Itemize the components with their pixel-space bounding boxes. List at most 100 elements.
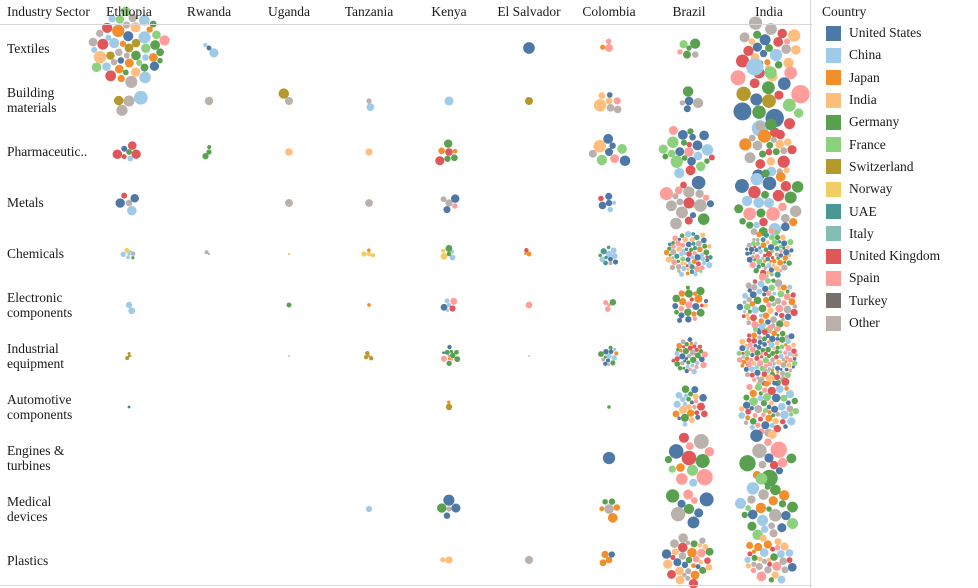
bubble-china[interactable] xyxy=(775,385,784,394)
bubble-china[interactable] xyxy=(734,497,746,509)
legend-item-united-kingdom[interactable]: United Kingdom xyxy=(822,245,972,267)
bubble-spain[interactable] xyxy=(659,187,673,201)
bubble-japan[interactable] xyxy=(770,368,775,372)
bubble-united-states[interactable] xyxy=(753,343,758,348)
bubble-china[interactable] xyxy=(366,103,375,111)
bubble-germany[interactable] xyxy=(671,240,675,245)
bubble-india[interactable] xyxy=(663,559,673,569)
bubble-united-states[interactable] xyxy=(749,251,753,255)
bubble-united-states[interactable] xyxy=(749,291,757,299)
bubble-other[interactable] xyxy=(689,349,696,356)
bubble-india[interactable] xyxy=(774,538,782,546)
bubble-other[interactable] xyxy=(693,434,709,449)
bubble-other[interactable] xyxy=(670,507,686,522)
bubble-united-kingdom[interactable] xyxy=(667,570,676,579)
bubble-germany[interactable] xyxy=(753,296,762,305)
bubble-other[interactable] xyxy=(780,147,788,155)
bubble-germany[interactable] xyxy=(603,355,607,359)
bubble-united-states[interactable] xyxy=(206,45,212,51)
bubble-germany[interactable] xyxy=(454,356,461,363)
bubble-germany[interactable] xyxy=(739,217,746,225)
bubble-united-states[interactable] xyxy=(778,253,784,258)
bubble-spain[interactable] xyxy=(693,399,699,404)
bubble-spain[interactable] xyxy=(607,303,611,307)
bubble-spain[interactable] xyxy=(767,361,773,367)
bubble-other[interactable] xyxy=(685,540,691,546)
bubble-india[interactable] xyxy=(788,253,792,258)
bubble-france[interactable] xyxy=(755,472,768,485)
bubble-germany[interactable] xyxy=(685,285,691,290)
bubble-china[interactable] xyxy=(688,261,692,266)
bubble-germany[interactable] xyxy=(202,153,209,160)
bubble-china[interactable] xyxy=(611,252,618,259)
bubble-france[interactable] xyxy=(755,241,761,246)
bubble-united-states[interactable] xyxy=(762,176,777,191)
bubble-spain[interactable] xyxy=(692,555,700,563)
bubble-spain[interactable] xyxy=(450,297,458,305)
bubble-other[interactable] xyxy=(122,21,131,29)
bubble-other[interactable] xyxy=(670,249,677,255)
bubble-united-states[interactable] xyxy=(684,96,694,106)
bubble-other[interactable] xyxy=(123,95,135,107)
bubble-united-kingdom[interactable] xyxy=(774,354,779,360)
bubble-india[interactable] xyxy=(665,256,672,263)
bubble-spain[interactable] xyxy=(613,97,621,105)
bubble-germany[interactable] xyxy=(768,295,776,302)
bubble-spain[interactable] xyxy=(761,412,766,417)
bubble-china[interactable] xyxy=(683,393,689,398)
bubble-germany[interactable] xyxy=(131,50,141,61)
bubble-france[interactable] xyxy=(743,303,751,311)
bubble-spain[interactable] xyxy=(758,273,767,281)
bubble-germany[interactable] xyxy=(681,155,688,161)
bubble-germany[interactable] xyxy=(771,278,776,283)
bubble-spain[interactable] xyxy=(674,186,683,195)
bubble-china[interactable] xyxy=(760,525,769,533)
bubble-china[interactable] xyxy=(102,62,111,71)
bubble-united-kingdom[interactable] xyxy=(747,551,753,557)
bubble-other[interactable] xyxy=(686,353,692,359)
bubble-japan[interactable] xyxy=(756,231,762,238)
bubble-germany[interactable] xyxy=(684,308,692,316)
bubble-united-kingdom[interactable] xyxy=(678,432,689,443)
bubble-spain[interactable] xyxy=(768,330,772,334)
bubble-switzerland[interactable] xyxy=(363,354,369,360)
bubble-united-kingdom[interactable] xyxy=(121,154,127,160)
bubble-other[interactable] xyxy=(774,279,783,288)
bubble-other[interactable] xyxy=(669,264,676,271)
bubble-germany[interactable] xyxy=(446,360,452,367)
bubble-india[interactable] xyxy=(745,312,750,317)
bubble-united-kingdom[interactable] xyxy=(741,314,746,319)
bubble-united-kingdom[interactable] xyxy=(671,358,676,363)
bubble-india[interactable] xyxy=(745,563,751,569)
bubble-united-states[interactable] xyxy=(756,345,762,350)
bubble-china[interactable] xyxy=(701,144,714,156)
bubble-china[interactable] xyxy=(679,271,685,277)
bubble-uae[interactable] xyxy=(756,264,761,269)
bubble-china[interactable] xyxy=(674,350,680,356)
bubble-japan[interactable] xyxy=(764,59,771,66)
bubble-united-kingdom[interactable] xyxy=(743,45,754,57)
bubble-united-kingdom[interactable] xyxy=(777,155,790,168)
bubble-united-states[interactable] xyxy=(451,503,461,513)
bubble-india[interactable] xyxy=(774,340,780,346)
bubble-other[interactable] xyxy=(115,48,123,57)
bubble-switzerland[interactable] xyxy=(525,97,533,105)
bubble-china[interactable] xyxy=(673,400,681,408)
bubble-germany[interactable] xyxy=(668,253,672,257)
bubble-united-states[interactable] xyxy=(608,349,614,355)
bubble-japan[interactable] xyxy=(767,410,772,415)
bubble-china[interactable] xyxy=(746,346,750,351)
bubble-united-states[interactable] xyxy=(523,42,535,54)
bubble-germany[interactable] xyxy=(776,333,780,337)
legend-item-france[interactable]: France xyxy=(822,133,972,155)
bubble-france[interactable] xyxy=(91,62,102,73)
bubble-china[interactable] xyxy=(738,412,746,419)
bubble-germany[interactable] xyxy=(699,566,707,574)
bubble-india[interactable] xyxy=(748,38,756,45)
bubble-india[interactable] xyxy=(768,400,774,406)
bubble-india[interactable] xyxy=(680,261,684,266)
bubble-japan[interactable] xyxy=(788,298,796,306)
bubble-japan[interactable] xyxy=(607,512,618,523)
bubble-germany[interactable] xyxy=(687,128,694,135)
bubble-france[interactable] xyxy=(788,412,794,417)
